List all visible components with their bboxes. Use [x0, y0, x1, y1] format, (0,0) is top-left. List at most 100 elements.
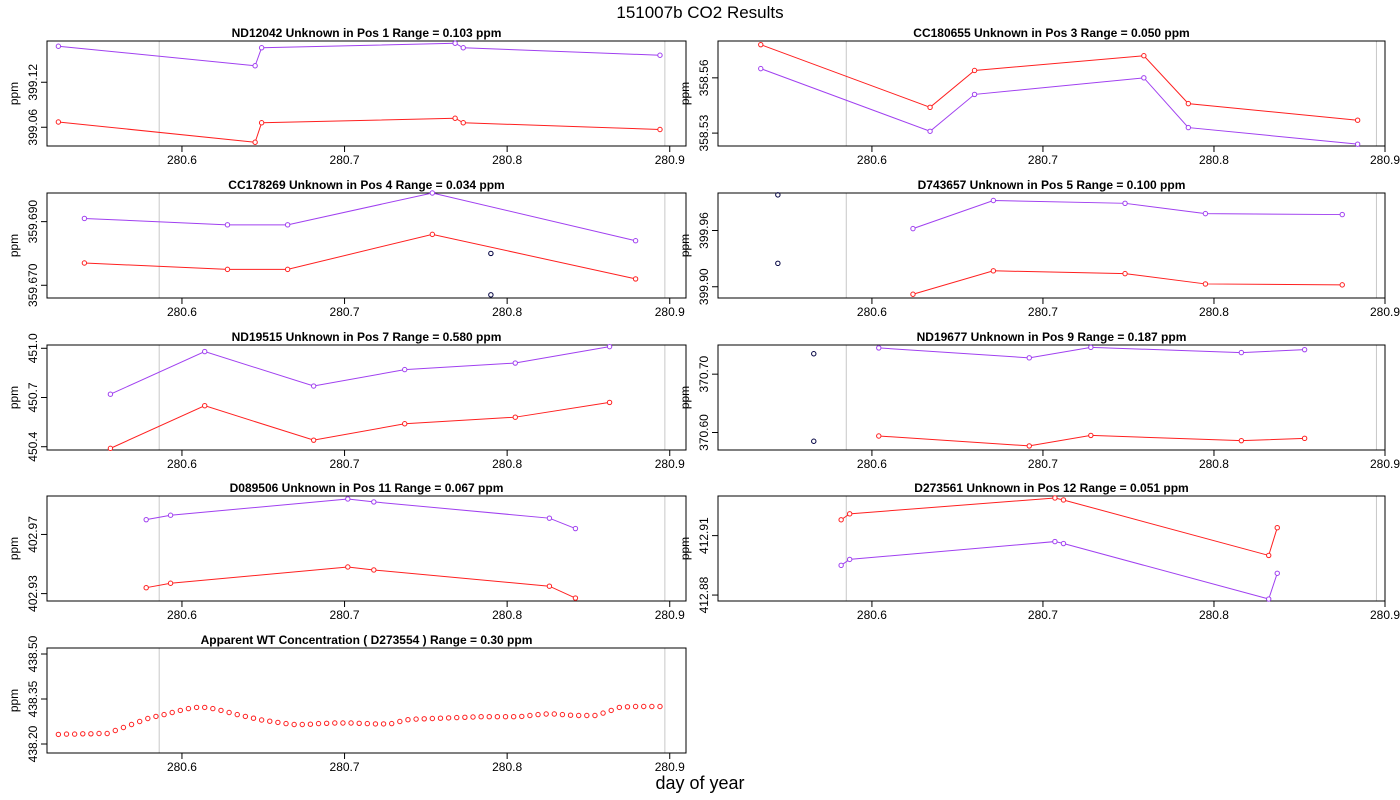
y-axis-label: ppm — [7, 234, 21, 257]
data-point — [153, 713, 159, 720]
data-point — [340, 720, 346, 726]
x-tick-label: 280.7 — [1028, 305, 1058, 319]
x-tick-label: 280.9 — [1370, 305, 1400, 319]
panel-D743657: D743657 Unknown in Pos 5 Range = 0.100 p… — [678, 178, 1400, 319]
data-point — [575, 712, 582, 719]
data-point — [356, 720, 362, 726]
data-point — [218, 707, 224, 714]
data-point — [608, 707, 614, 714]
data-point — [284, 266, 291, 273]
data-point — [315, 720, 322, 727]
data-point — [641, 703, 647, 710]
data-point — [128, 721, 135, 728]
data-point — [323, 720, 330, 726]
data-point — [572, 525, 579, 532]
data-point — [283, 720, 289, 727]
data-point — [202, 704, 208, 711]
x-tick-label: 280.8 — [492, 760, 522, 774]
panel-D273561: D273561 Unknown in Pos 12 Range = 0.051 … — [678, 481, 1400, 622]
data-point — [543, 711, 549, 717]
panel-title: D089506 Unknown in Pos 11 Range = 0.067 … — [230, 481, 504, 495]
data-point — [224, 266, 231, 273]
data-point — [185, 705, 192, 712]
x-tick-label: 280.6 — [167, 305, 197, 319]
y-axis-label: ppm — [7, 386, 21, 409]
data-point — [136, 718, 143, 725]
data-point — [512, 414, 518, 420]
data-point — [405, 717, 411, 723]
x-tick-label: 280.9 — [1370, 608, 1400, 622]
data-point — [250, 715, 257, 721]
series-line-lower — [146, 566, 576, 599]
data-point — [63, 731, 70, 737]
data-point — [345, 564, 351, 570]
data-point — [1301, 346, 1308, 353]
series-line-lower — [760, 68, 1358, 145]
data-point — [332, 720, 338, 726]
data-point — [567, 712, 574, 718]
plot-frame — [46, 192, 687, 299]
data-point — [258, 717, 265, 723]
data-point — [371, 499, 377, 505]
series-line-lower — [58, 117, 661, 143]
data-point — [1088, 344, 1094, 351]
x-tick-label: 280.7 — [1028, 153, 1058, 167]
x-tick-label: 280.9 — [655, 760, 685, 774]
y-tick-label: 358.53 — [697, 114, 711, 151]
data-point — [1052, 495, 1058, 501]
y-tick-label: 399.06 — [26, 109, 40, 146]
data-point — [143, 584, 149, 591]
plot-frame — [46, 344, 687, 451]
data-point — [55, 119, 62, 125]
outlier-point — [775, 260, 781, 267]
x-tick-label: 280.6 — [857, 305, 887, 319]
y-tick-label: 450.7 — [26, 382, 40, 412]
y-tick-label: 438.20 — [26, 725, 40, 762]
data-point — [402, 366, 408, 373]
data-point — [927, 128, 933, 134]
x-tick-label: 280.9 — [655, 457, 685, 471]
data-point — [971, 91, 978, 98]
data-point — [445, 715, 452, 721]
panel-title: Apparent WT Concentration ( D273554 ) Ra… — [201, 633, 533, 647]
data-point — [1052, 538, 1058, 545]
x-tick-label: 280.6 — [167, 608, 197, 622]
x-tick-label: 280.8 — [492, 608, 522, 622]
data-point — [990, 268, 997, 274]
data-point — [1185, 124, 1192, 131]
data-point — [559, 711, 566, 718]
x-tick-label: 280.7 — [330, 153, 360, 167]
data-point — [421, 716, 427, 722]
data-point — [512, 360, 518, 366]
data-point — [242, 713, 249, 720]
plot-frame — [717, 192, 1386, 299]
data-point — [632, 238, 639, 244]
plot-frame — [46, 495, 687, 602]
data-point — [616, 704, 623, 711]
data-point — [1301, 435, 1308, 442]
y-tick-label: 438.50 — [26, 635, 40, 672]
data-point — [494, 714, 501, 720]
data-point — [592, 712, 598, 719]
y-tick-label: 438.35 — [26, 680, 40, 717]
x-tick-label: 280.6 — [167, 153, 197, 167]
data-point — [1141, 53, 1147, 59]
data-point — [624, 704, 631, 710]
y-axis-label: ppm — [7, 537, 21, 560]
data-point — [519, 713, 525, 720]
data-point — [657, 52, 663, 58]
data-point — [535, 711, 541, 718]
y-tick-label: 412.91 — [697, 517, 711, 554]
data-point — [1238, 349, 1245, 356]
data-point — [372, 721, 379, 727]
panel-title: CC180655 Unknown in Pos 3 Range = 0.050 … — [913, 26, 1189, 40]
data-point — [169, 709, 175, 716]
data-point — [452, 115, 458, 121]
data-point — [551, 711, 557, 717]
data-point — [429, 715, 436, 722]
x-tick-label: 280.6 — [857, 608, 887, 622]
data-point — [88, 731, 94, 737]
data-point — [210, 705, 216, 712]
data-point — [258, 45, 265, 51]
y-axis-label: ppm — [7, 689, 21, 712]
